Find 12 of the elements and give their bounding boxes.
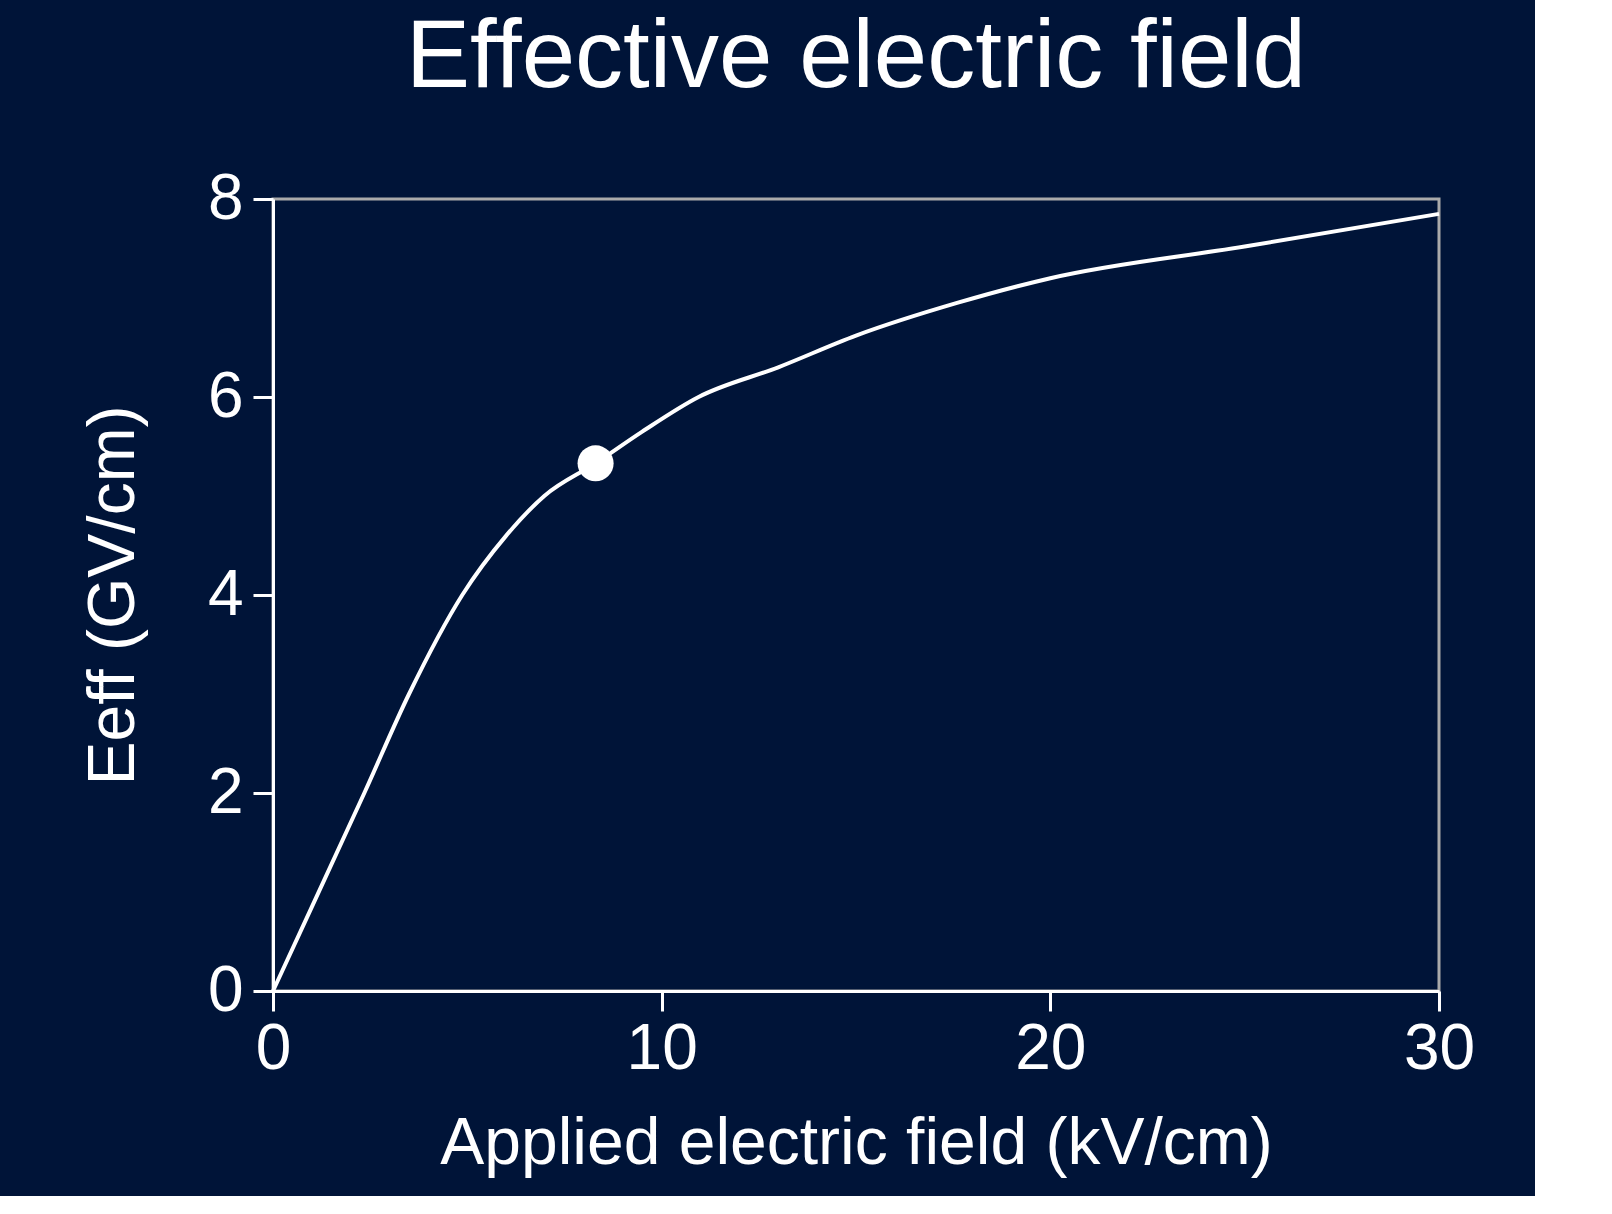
y-tick-label: 6 (207, 358, 244, 431)
y-tick-label: 0 (207, 952, 244, 1025)
y-tick-label: 4 (207, 556, 244, 629)
x-tick-label: 30 (1403, 1010, 1476, 1083)
x-tick-label: 10 (626, 1010, 698, 1083)
x-tick-label: 20 (1015, 1010, 1087, 1083)
y-tick-label: 8 (207, 160, 244, 233)
y-tick-label: 2 (207, 754, 244, 827)
y-axis-title: Eeff (GV/cm) (73, 405, 148, 786)
chart-title: Effective electric field (406, 0, 1306, 107)
x-axis-title: Applied electric field (kV/cm) (440, 1103, 1273, 1178)
x-tick-label: 0 (255, 1010, 292, 1083)
